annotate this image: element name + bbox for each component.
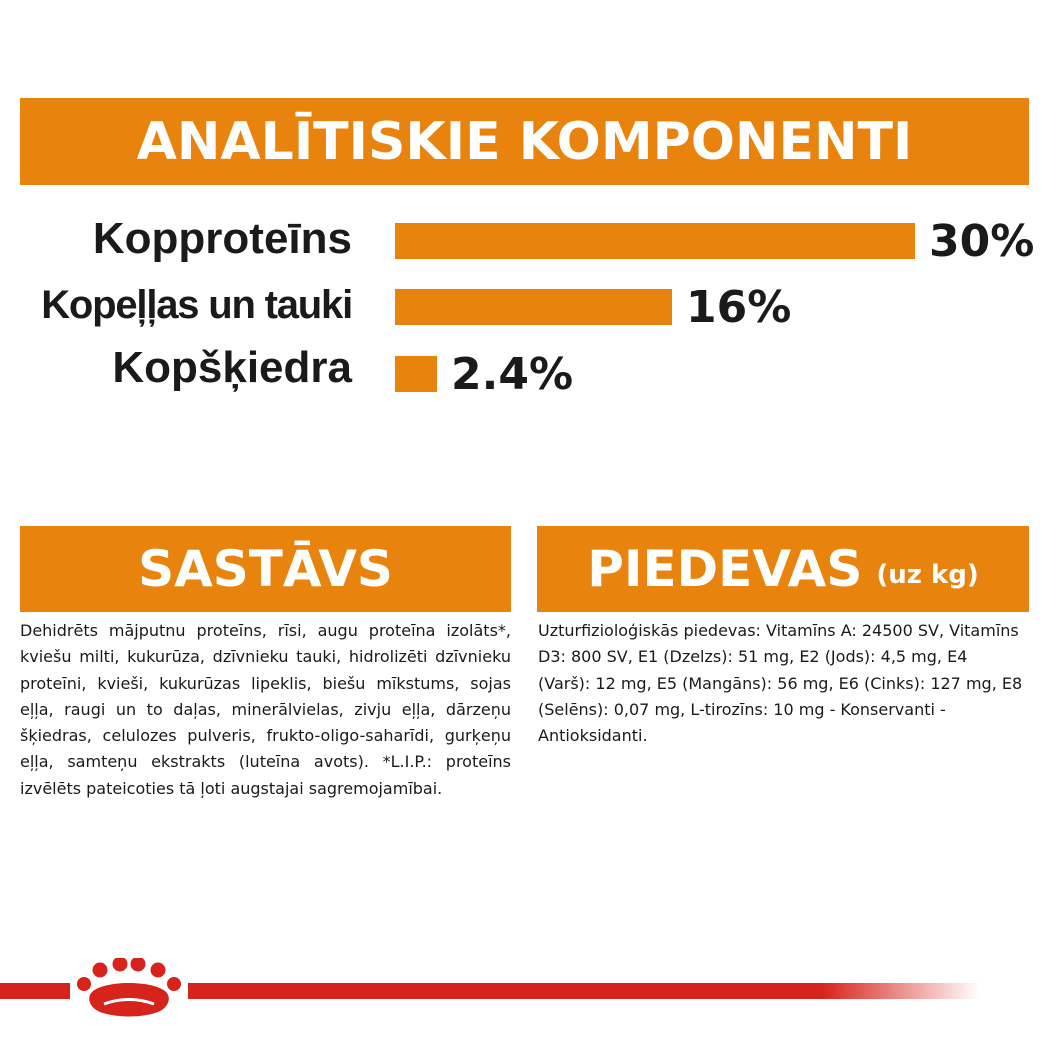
composition-text: Dehidrēts mājputnu proteīns, rīsi, augu … [20, 621, 511, 798]
value-label-crude-fibre: 2.4% [451, 349, 574, 400]
category-label-crude-fat: Kopeļļas un tauki [41, 283, 353, 327]
additives-title-suffix: (uz kg) [876, 560, 979, 590]
analytical-components-title: ANALĪTISKIE KOMPONENTI [136, 111, 913, 172]
additives-title: PIEDEVAS [587, 540, 863, 598]
value-label-crude-fat: 16% [686, 282, 792, 333]
additives-text: Uzturfizioloģiskās piedevas: Vitamīns A:… [538, 621, 1023, 746]
bar-crude-fibre [395, 356, 437, 392]
bar-crude-fat [395, 289, 672, 325]
footer-line-left [0, 983, 70, 999]
composition-banner: SASTĀVS [20, 526, 511, 612]
value-label-crude-protein: 30% [929, 216, 1035, 267]
composition-title: SASTĀVS [138, 540, 393, 598]
footer-line [188, 983, 980, 999]
category-label-crude-fibre: Kopšķiedra [112, 343, 352, 392]
bar-crude-protein [395, 223, 915, 259]
royal-canin-crown-icon [77, 958, 181, 1017]
additives-banner: PIEDEVAS (uz kg) [537, 526, 1029, 612]
analytical-components-banner: ANALĪTISKIE KOMPONENTI [20, 98, 1029, 185]
category-label-crude-protein: Kopproteīns [92, 214, 352, 263]
